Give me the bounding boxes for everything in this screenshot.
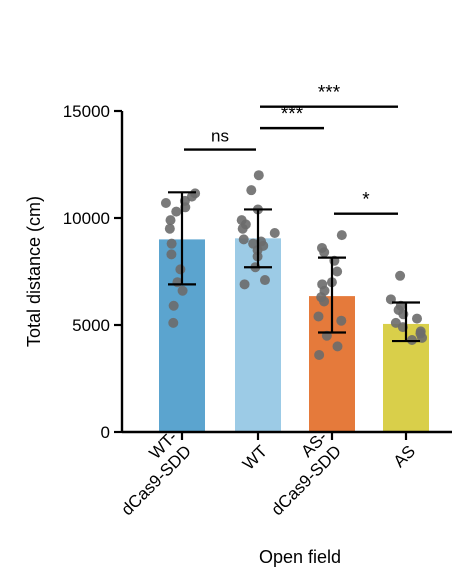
chart-labels: ns******* [184,83,398,215]
chart-marks [159,170,429,432]
significance-label-3: * [362,190,370,211]
significance-label-2: *** [318,83,341,104]
data-point [164,223,175,234]
y-tick-label: 10000 [63,209,110,228]
y-axis-title: Total distance (cm) [24,196,44,347]
data-point [166,238,177,249]
data-point [175,264,186,275]
x-tick-label: AS [390,442,419,471]
x-tick-label-group: AS-dCas9-SDD [267,427,345,519]
data-point [269,227,280,238]
data-point [237,223,248,234]
data-point [332,266,343,277]
data-point [253,170,264,181]
data-point [259,275,270,286]
significance-label-1: *** [281,104,304,125]
data-point [313,311,324,322]
data-point [168,300,179,311]
data-point [177,285,188,296]
data-point [319,296,330,307]
x-tick-label-group: WT [239,442,271,474]
y-tick-label: 0 [101,423,110,442]
data-point [336,315,347,326]
x-axis-title: Open field [259,547,341,567]
y-tick-label: 5000 [72,316,110,335]
data-point [336,230,347,241]
y-tick-label: 15000 [63,102,110,121]
x-tick-label-group: WT-dCas9-SDD [117,427,195,519]
data-point [239,279,250,290]
significance-label-0: ns [211,127,229,146]
x-tick-label: WT [239,442,271,474]
data-point [166,249,177,260]
data-point [319,247,330,258]
data-point [395,270,406,281]
data-point [332,341,343,352]
x-tick-label-group: AS [390,442,419,471]
data-point [171,206,182,217]
data-point [160,198,171,209]
data-point [165,215,176,226]
data-point [168,317,179,328]
data-point [412,313,423,324]
data-point [246,185,257,196]
data-point [238,234,249,245]
data-point [314,349,325,360]
